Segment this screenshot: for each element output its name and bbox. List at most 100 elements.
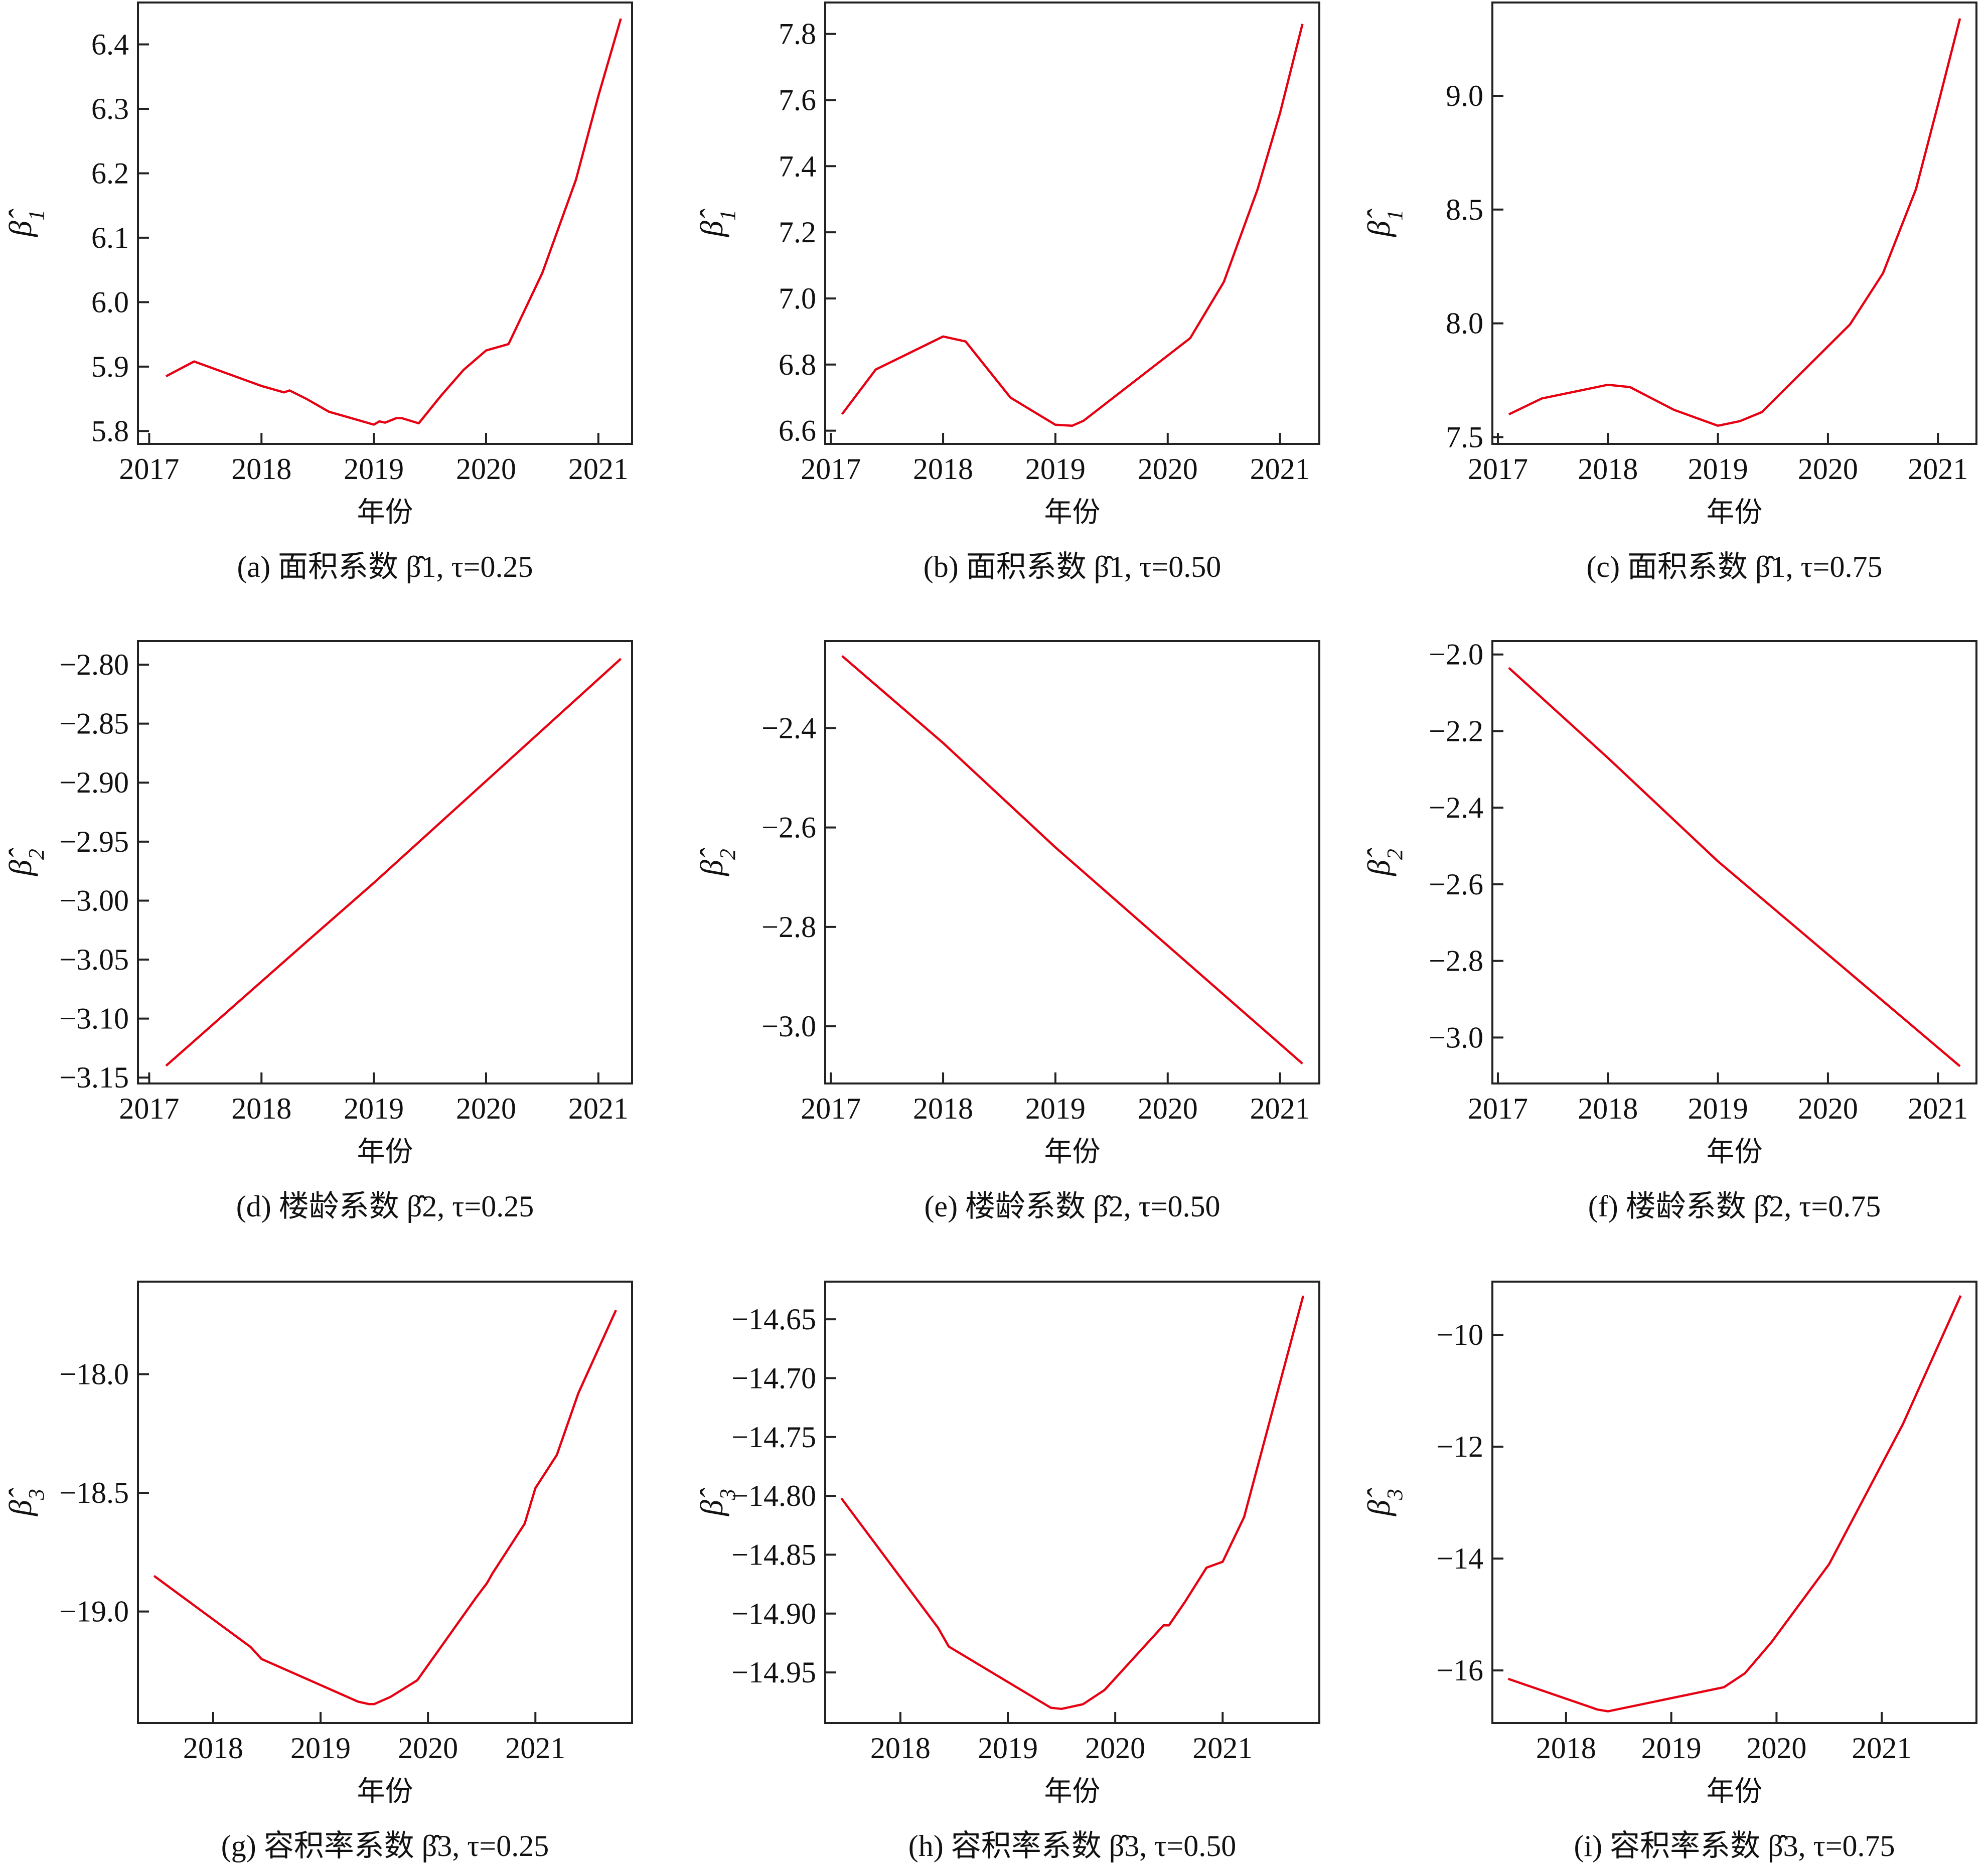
x-tick-label: 2020 xyxy=(1138,1092,1198,1125)
series-line xyxy=(1508,667,1961,1067)
x-tick-label: 2018 xyxy=(870,1732,931,1765)
y-tick-label: −2.2 xyxy=(1429,714,1483,747)
x-tick-label: 2018 xyxy=(913,1092,973,1125)
x-tick-label: 2018 xyxy=(231,452,291,486)
y-tick-label: −2.85 xyxy=(59,707,129,740)
x-tick-label: 2021 xyxy=(1852,1732,1912,1765)
plot-frame xyxy=(1491,2,1977,445)
x-tick-label: 2020 xyxy=(398,1732,458,1765)
y-tick-label: −18.0 xyxy=(59,1358,129,1391)
x-tick-label: 2017 xyxy=(1468,452,1528,486)
x-tick-label: 2019 xyxy=(978,1732,1038,1765)
y-tick-label: −14.80 xyxy=(731,1479,816,1512)
x-tick-label: 2020 xyxy=(1746,1732,1806,1765)
y-tick-label: −14 xyxy=(1436,1542,1483,1575)
x-tick-label: 2021 xyxy=(1250,1092,1310,1125)
y-tick-label: 8.0 xyxy=(1446,307,1483,340)
chart-c: 2017 2018 2019 2020 2021 7.5 8.0 8.5 9.0 年份 β̂1 (c)… xyxy=(1361,2,1977,583)
series-line xyxy=(1507,1295,1962,1713)
y-tick-label: −2.8 xyxy=(1429,945,1483,978)
y-axis-title: β̂3 xyxy=(1361,1488,1407,1517)
plot-frame xyxy=(824,1281,1320,1724)
x-axis-title: 年份 xyxy=(357,1775,413,1808)
x-tick-label: 2020 xyxy=(1138,452,1198,486)
chart-h: 2018 2019 2020 2021 −14.95 −14.90 −14.85 −14.80… xyxy=(694,1281,1320,1862)
y-tick-label: 6.1 xyxy=(91,221,129,254)
y-axis-title: β̂1 xyxy=(1361,209,1407,238)
x-tick-label: 2019 xyxy=(1688,1092,1748,1125)
y-tick-label: −12 xyxy=(1436,1430,1483,1463)
y-tick-label: −3.05 xyxy=(59,943,129,976)
y-tick-label: −3.00 xyxy=(59,884,129,917)
x-tick-label: 2020 xyxy=(456,452,516,486)
series-line xyxy=(153,1309,617,1705)
panel-caption: (c) 面积系数 β̂1, τ=0.75 xyxy=(1586,550,1882,583)
x-axis-title: 年份 xyxy=(1707,496,1763,529)
x-axis-title: 年份 xyxy=(1707,1775,1763,1808)
y-tick-label: 6.0 xyxy=(91,285,129,319)
x-axis-title: 年份 xyxy=(357,496,413,529)
y-tick-label: 6.4 xyxy=(91,28,129,61)
chart-g: 2018 2019 2020 2021 −19.0 −18.5 −18.0 年份 β̂3 (g) … xyxy=(3,1281,633,1862)
chart-f: 2017 2018 2019 2020 2021 −3.0 −2.8 −2.6 −2.4 −2.2… xyxy=(1361,638,1977,1223)
panel-caption: (e) 楼龄系数 β̂2, τ=0.50 xyxy=(924,1190,1220,1223)
x-tick-label: 2021 xyxy=(568,452,629,486)
y-tick-label: −3.15 xyxy=(59,1061,129,1094)
y-tick-label: −2.95 xyxy=(59,825,129,858)
y-tick-label: −2.4 xyxy=(761,711,816,744)
y-tick-label: 6.8 xyxy=(779,348,816,381)
plot-frame xyxy=(137,640,633,1084)
x-tick-label: 2019 xyxy=(1641,1732,1702,1765)
y-tick-label: 8.5 xyxy=(1446,193,1483,226)
y-tick-label: −16 xyxy=(1436,1654,1483,1687)
x-tick-label: 2021 xyxy=(1192,1732,1253,1765)
y-tick-label: −2.80 xyxy=(59,648,129,681)
panel-caption: (b) 面积系数 β̂1, τ=0.50 xyxy=(924,550,1221,583)
chart-e: 2017 2018 2019 2020 2021 −3.0 −2.8 −2.6 −2.4 年份 β̂… xyxy=(694,640,1320,1223)
series-line xyxy=(165,658,622,1067)
y-tick-label: 7.4 xyxy=(779,149,816,183)
series-line xyxy=(840,1295,1305,1711)
x-tick-label: 2021 xyxy=(1908,1092,1968,1125)
y-axis-title: β̂2 xyxy=(1361,848,1407,877)
y-tick-label: 5.9 xyxy=(91,350,129,383)
y-tick-label: 7.6 xyxy=(779,83,816,116)
y-tick-label: −3.0 xyxy=(1429,1021,1483,1054)
chart-a: 2017 2018 2019 2020 2021 5.8 5.9 6.0 6.1 6.2 6.3 6.… xyxy=(3,2,633,583)
x-tick-label: 2018 xyxy=(1578,1092,1638,1125)
y-tick-label: −14.95 xyxy=(731,1656,816,1689)
y-axis-title: β̂2 xyxy=(694,848,740,877)
x-tick-label: 2020 xyxy=(1085,1732,1145,1765)
x-tick-label: 2019 xyxy=(344,452,404,486)
x-axis-title: 年份 xyxy=(1044,1136,1101,1168)
x-tick-label: 2018 xyxy=(1536,1732,1596,1765)
y-tick-label: 9.0 xyxy=(1446,79,1483,112)
series-line xyxy=(841,24,1304,427)
y-tick-label: −14.65 xyxy=(731,1303,816,1336)
panel-caption: (a) 面积系数 β̂1, τ=0.25 xyxy=(237,550,533,583)
x-tick-label: 2020 xyxy=(1798,452,1858,486)
panel-caption: (d) 楼龄系数 β̂2, τ=0.25 xyxy=(236,1190,534,1223)
y-tick-label: 6.6 xyxy=(779,414,816,447)
x-tick-label: 2017 xyxy=(1468,1092,1528,1125)
y-tick-label: −18.5 xyxy=(59,1476,129,1509)
y-tick-label: −3.10 xyxy=(59,1002,129,1035)
x-tick-label: 2017 xyxy=(801,1092,861,1125)
x-tick-label: 2018 xyxy=(231,1092,291,1125)
chart-d: 2017 2018 2019 2020 2021 −3.15 −3.10 −3.05 −3.00… xyxy=(3,640,633,1223)
x-tick-label: 2021 xyxy=(568,1092,629,1125)
y-tick-label: −2.6 xyxy=(761,811,816,844)
y-axis-title: β̂3 xyxy=(3,1488,49,1517)
y-tick-label: −14.85 xyxy=(731,1538,816,1571)
plot-frame xyxy=(824,2,1320,445)
plot-frame xyxy=(137,1281,633,1724)
x-axis-title: 年份 xyxy=(1044,1775,1101,1808)
y-tick-label: −14.90 xyxy=(731,1597,816,1630)
chart-b: 2017 2018 2019 2020 2021 6.6 6.8 7.0 7.2 7.4 7.6 7.… xyxy=(694,2,1320,583)
plot-frame xyxy=(1491,640,1977,1084)
series-line xyxy=(841,655,1303,1065)
panel-caption: (i) 容积率系数 β̂3, τ=0.75 xyxy=(1574,1829,1895,1862)
plot-frame xyxy=(824,640,1320,1084)
plot-frame xyxy=(1491,1281,1977,1724)
